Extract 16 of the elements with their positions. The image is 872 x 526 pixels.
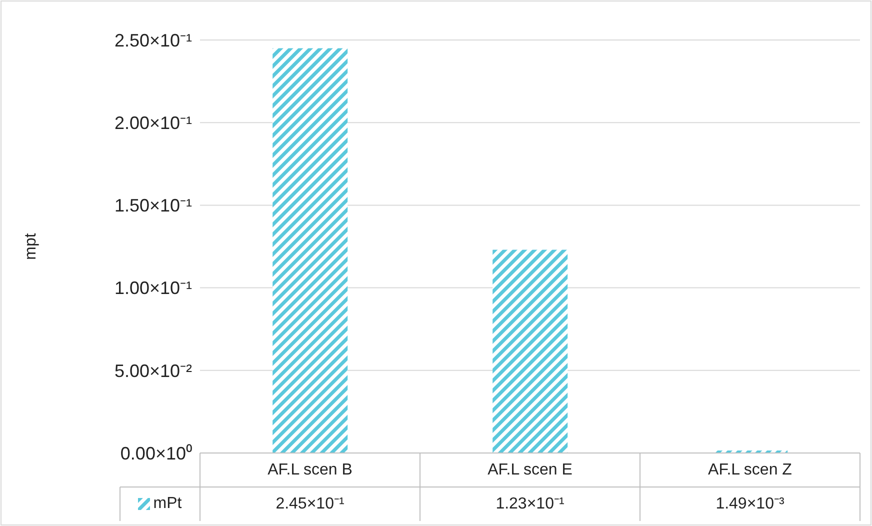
bar <box>272 48 348 453</box>
legend-label: mPt <box>152 495 182 513</box>
x-tick-label: AF.L scen E <box>488 461 572 478</box>
y-tick-label: 1.00×10⁻¹ <box>114 278 192 298</box>
y-tick-label: 1.50×10⁻¹ <box>114 196 192 216</box>
y-tick-label: 0.00×10⁰ <box>120 443 192 464</box>
y-tick-label: 5.00×10⁻² <box>114 360 192 381</box>
data-label: 2.45×10⁻¹ <box>276 495 344 512</box>
y-axis-title: mpt <box>22 232 40 260</box>
bar <box>492 250 568 453</box>
data-label: 1.23×10⁻¹ <box>496 495 564 512</box>
y-tick-label: 2.50×10⁻¹ <box>114 30 192 50</box>
x-tick-label: AF.L scen Z <box>708 461 792 478</box>
y-tick-label: 2.00×10⁻¹ <box>114 112 192 133</box>
data-label: 1.49×10⁻³ <box>716 495 785 512</box>
x-tick-label: AF.L scen B <box>268 461 352 478</box>
